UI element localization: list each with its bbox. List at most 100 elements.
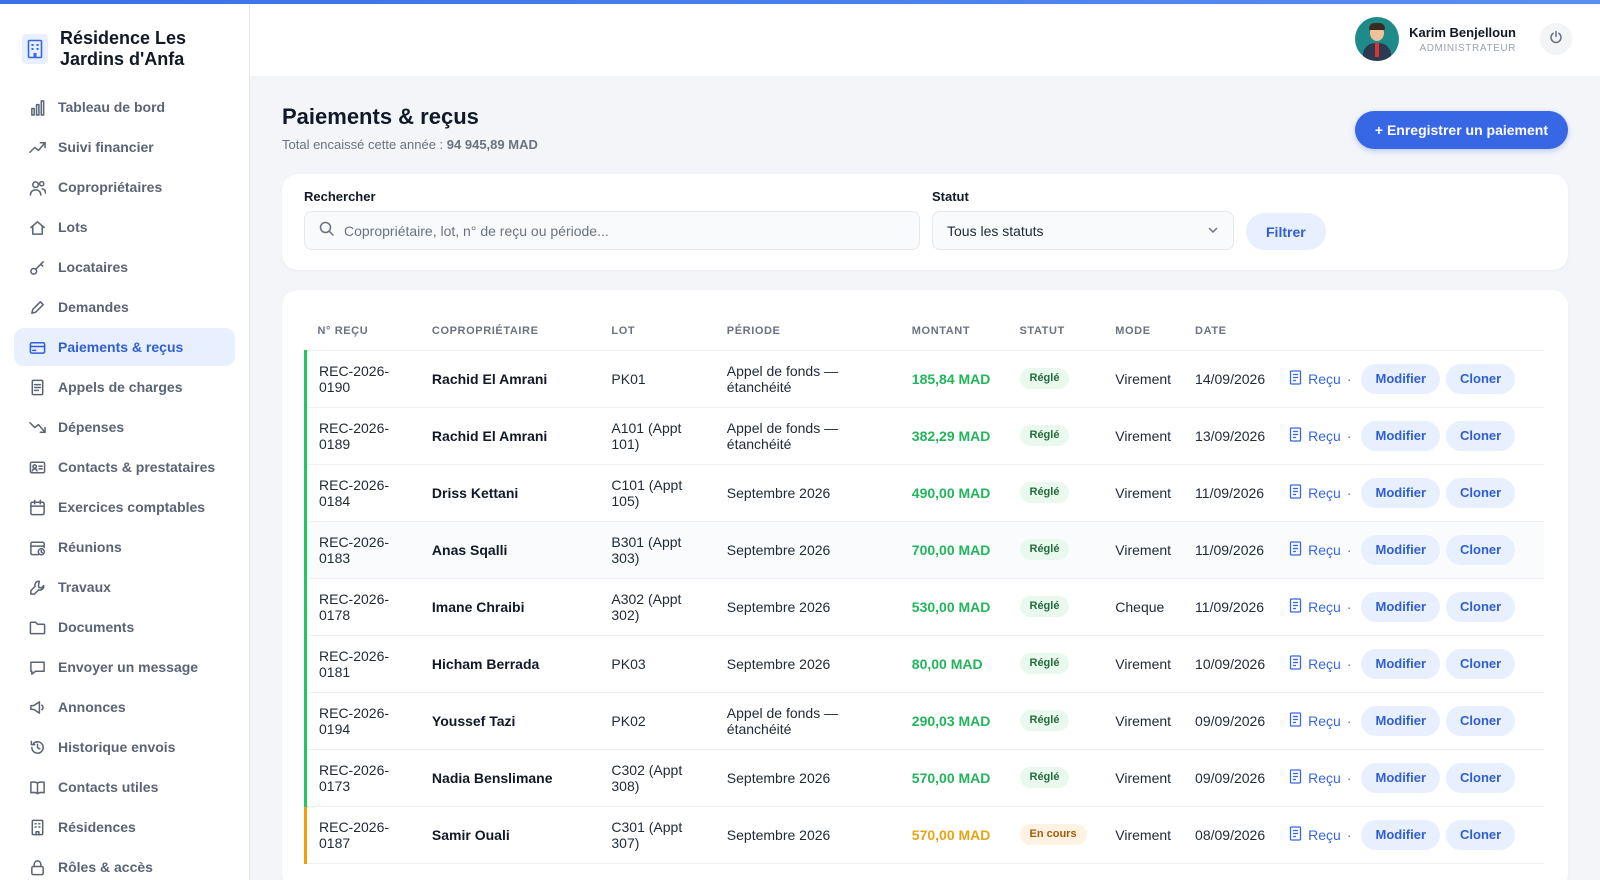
receipt-icon	[1289, 654, 1302, 673]
sidebar-item-contacts-prestataires[interactable]: Contacts & prestataires	[14, 448, 235, 486]
search-input[interactable]	[344, 222, 905, 239]
sidebar-item-annonces[interactable]: Annonces	[14, 688, 235, 726]
row-actions: Reçu · Modifier Cloner	[1277, 521, 1544, 579]
receipt-link[interactable]: Reçu	[1289, 483, 1341, 502]
sidebar-item-label: Locataires	[58, 259, 129, 275]
clone-button[interactable]: Cloner	[1446, 363, 1516, 394]
search-box[interactable]	[304, 211, 920, 250]
clone-button[interactable]: Cloner	[1446, 477, 1516, 508]
clone-button[interactable]: Cloner	[1446, 420, 1516, 451]
sidebar-item-label: Documents	[58, 619, 135, 635]
receipt-number: REC-2026-0194	[303, 692, 420, 750]
payment-date: 14/09/2026	[1183, 350, 1278, 408]
sidebar-item-label: Tableau de bord	[58, 99, 166, 115]
period: Appel de fonds — étanchéité	[714, 350, 900, 408]
owner-name: Anas Sqalli	[419, 521, 600, 579]
receipt-number: REC-2026-0187	[303, 806, 420, 864]
sidebar-item-residences[interactable]: Résidences	[14, 808, 235, 846]
sidebar-item-lots[interactable]: Lots	[14, 208, 235, 246]
owner-name: Driss Kettani	[419, 464, 600, 522]
clone-button[interactable]: Cloner	[1446, 534, 1516, 565]
wrench-icon	[28, 578, 46, 596]
receipt-number: REC-2026-0184	[303, 464, 420, 522]
logout-button[interactable]	[1540, 23, 1572, 55]
receipt-link[interactable]: Reçu	[1289, 426, 1341, 445]
separator: ·	[1346, 826, 1352, 843]
owner-name: Rachid El Amrani	[419, 350, 600, 408]
status-cell: Réglé	[1007, 350, 1104, 408]
payments-table: N° REÇU COPROPRIÉTAIRE LOT PÉRIODE MONTA…	[303, 312, 1544, 864]
receipt-link-label: Reçu	[1308, 712, 1341, 729]
edit-button[interactable]: Modifier	[1361, 420, 1441, 451]
sidebar-item-label: Contacts & prestataires	[58, 459, 216, 475]
edit-button[interactable]: Modifier	[1361, 762, 1441, 793]
calendar-icon	[28, 498, 46, 516]
edit-button[interactable]: Modifier	[1361, 477, 1441, 508]
receipt-number: REC-2026-0183	[303, 521, 420, 579]
payment-date: 09/09/2026	[1183, 692, 1278, 750]
sidebar-item-label: Demandes	[58, 299, 129, 315]
edit-button[interactable]: Modifier	[1361, 534, 1441, 565]
sidebar-item-roles-acces[interactable]: Rôles & accès	[14, 848, 235, 880]
clone-button[interactable]: Cloner	[1446, 705, 1516, 736]
payment-mode: Virement	[1103, 464, 1184, 522]
receipt-link[interactable]: Reçu	[1289, 540, 1341, 559]
avatar[interactable]	[1355, 17, 1400, 61]
sidebar-item-label: Annonces	[58, 699, 126, 715]
edit-button[interactable]: Modifier	[1361, 363, 1441, 394]
document-icon	[28, 378, 46, 396]
edit-button[interactable]: Modifier	[1361, 819, 1441, 850]
sidebar-item-appels-de-charges[interactable]: Appels de charges	[14, 368, 235, 406]
chevron-down-icon	[1207, 223, 1219, 239]
row-actions: Reçu · Modifier Cloner	[1277, 749, 1544, 807]
receipt-link[interactable]: Reçu	[1289, 597, 1341, 616]
users-icon	[28, 178, 46, 196]
sidebar-item-historique-envois[interactable]: Historique envois	[14, 728, 235, 766]
book-icon	[28, 778, 46, 796]
clone-button[interactable]: Cloner	[1446, 762, 1516, 793]
receipt-link[interactable]: Reçu	[1289, 825, 1341, 844]
receipt-link[interactable]: Reçu	[1289, 711, 1341, 730]
sidebar-item-envoyer-un-message[interactable]: Envoyer un message	[14, 648, 235, 686]
sidebar-item-label: Exercices comptables	[58, 499, 206, 515]
sidebar-item-locataires[interactable]: Locataires	[14, 248, 235, 286]
sidebar-item-documents[interactable]: Documents	[14, 608, 235, 646]
sidebar-item-reunions[interactable]: Réunions	[14, 528, 235, 566]
sidebar-item-tableau-de-bord[interactable]: Tableau de bord	[14, 88, 235, 126]
status-cell: Réglé	[1007, 464, 1104, 522]
status-select[interactable]: Tous les statuts	[932, 211, 1234, 250]
payment-date: 11/09/2026	[1183, 578, 1278, 636]
sidebar-item-coproprietaires[interactable]: Copropriétaires	[14, 168, 235, 206]
sidebar-item-paiements-recus[interactable]: Paiements & reçus	[14, 328, 235, 366]
home-icon	[28, 218, 46, 236]
sidebar-item-depenses[interactable]: Dépenses	[14, 408, 235, 446]
column-header: DATE	[1183, 312, 1278, 351]
payment-mode: Virement	[1103, 806, 1184, 864]
sidebar-item-label: Réunions	[58, 539, 122, 555]
power-icon	[1549, 30, 1563, 49]
sidebar-item-demandes[interactable]: Demandes	[14, 288, 235, 326]
column-header: STATUT	[1007, 312, 1104, 351]
edit-button[interactable]: Modifier	[1361, 591, 1441, 622]
sidebar-item-contacts-utiles[interactable]: Contacts utiles	[14, 768, 235, 806]
receipt-link[interactable]: Reçu	[1289, 369, 1341, 388]
sidebar-item-exercices-comptables[interactable]: Exercices comptables	[14, 488, 235, 526]
filter-button[interactable]: Filtrer	[1246, 213, 1326, 250]
user-menu[interactable]: Karim Benjelloun ADMINISTRATEUR	[1355, 17, 1572, 61]
clone-button[interactable]: Cloner	[1446, 819, 1516, 850]
receipt-link[interactable]: Reçu	[1289, 768, 1341, 787]
edit-button[interactable]: Modifier	[1361, 648, 1441, 679]
column-header: MONTANT	[899, 312, 1008, 351]
column-header: LOT	[599, 312, 715, 351]
clone-button[interactable]: Cloner	[1446, 648, 1516, 679]
sidebar-item-suivi-financier[interactable]: Suivi financier	[14, 128, 235, 166]
receipt-link[interactable]: Reçu	[1289, 654, 1341, 673]
residence-name: Résidence Les Jardins d'Anfa	[60, 28, 187, 69]
status-cell: En cours	[1007, 806, 1104, 864]
separator: ·	[1346, 541, 1352, 558]
add-payment-button[interactable]: + Enregistrer un paiement	[1354, 111, 1568, 149]
sidebar-item-travaux[interactable]: Travaux	[14, 568, 235, 606]
history-icon	[28, 738, 46, 756]
edit-button[interactable]: Modifier	[1361, 705, 1441, 736]
clone-button[interactable]: Cloner	[1446, 591, 1516, 622]
